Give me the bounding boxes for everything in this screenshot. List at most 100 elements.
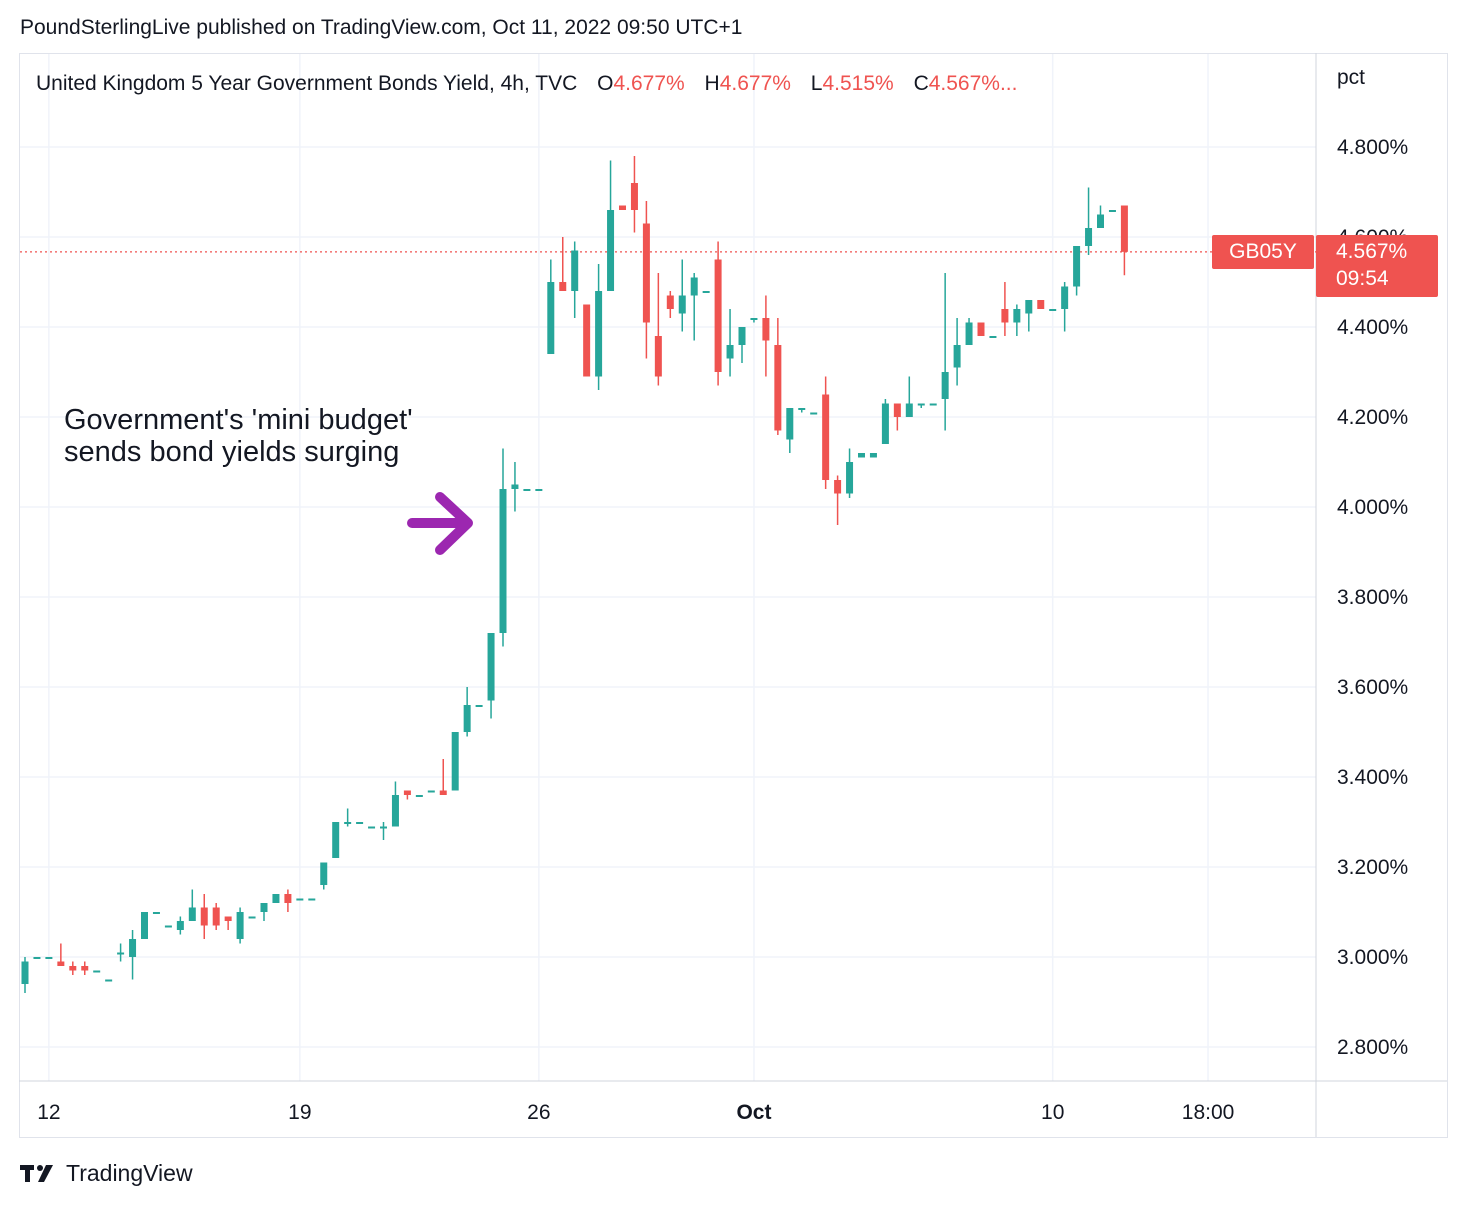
candle-body <box>200 907 208 926</box>
legend-close-value: 4.567%... <box>928 72 1018 95</box>
candle-body <box>57 961 65 966</box>
candle <box>642 201 650 359</box>
candle-body <box>272 894 280 903</box>
candle <box>272 894 280 903</box>
candle-body <box>630 183 638 210</box>
candle <box>965 318 973 345</box>
candle-body <box>451 732 459 791</box>
candle-body <box>858 453 865 458</box>
candle <box>296 898 304 901</box>
candle-body <box>1108 210 1116 212</box>
candle-body <box>236 912 244 939</box>
arrow-head <box>435 492 473 555</box>
candle <box>559 237 567 291</box>
time-tick-label: 19 <box>288 1101 311 1124</box>
candle-body <box>117 952 125 955</box>
candle-body <box>523 489 531 491</box>
candle-body <box>176 921 184 930</box>
candle-body <box>1085 228 1093 246</box>
footer: TradingView <box>20 1160 193 1187</box>
candle <box>1013 304 1021 336</box>
candle <box>1097 205 1104 228</box>
candle <box>1025 300 1033 332</box>
candle <box>176 916 184 935</box>
price-tick-label: 4.400% <box>1337 316 1408 339</box>
candle-body <box>750 318 758 320</box>
legend-open-label: O <box>597 72 614 95</box>
candle <box>105 979 113 982</box>
candle <box>81 961 89 975</box>
candle-body <box>595 291 603 377</box>
candle-body <box>1037 300 1045 309</box>
candle-body <box>499 489 507 633</box>
candle <box>188 889 196 921</box>
candle <box>427 790 435 793</box>
price-tick-label: 3.600% <box>1337 676 1408 699</box>
candle <box>141 912 148 939</box>
candle-body <box>762 318 770 341</box>
candle <box>630 156 638 233</box>
candle-body <box>714 259 722 372</box>
candle <box>57 943 65 966</box>
candle <box>905 376 913 417</box>
tradingview-logo-icon[interactable] <box>20 1163 58 1185</box>
candle-body <box>738 327 746 345</box>
candle-body <box>1013 309 1021 323</box>
candle <box>391 781 399 827</box>
candle <box>260 903 268 921</box>
candle-body <box>415 795 423 797</box>
candle-body <box>93 970 101 973</box>
candle <box>822 376 830 489</box>
candle <box>1073 246 1081 296</box>
candle <box>511 462 519 512</box>
candle-body <box>45 957 53 959</box>
candle <box>846 448 854 498</box>
candle <box>666 291 674 318</box>
candle <box>248 916 256 919</box>
candle-body <box>929 403 937 406</box>
candle-body <box>917 403 925 406</box>
candle <box>499 448 507 647</box>
candle-body <box>666 295 674 309</box>
candle <box>356 822 364 824</box>
annotation-line-2: sends bond yields surging <box>64 436 400 468</box>
legend-low-label: L <box>810 72 823 95</box>
time-tick-label: 26 <box>527 1101 550 1124</box>
candle-body <box>583 304 591 377</box>
candle-body <box>1001 309 1009 323</box>
candle-body <box>1097 214 1104 228</box>
price-tick-label: 3.200% <box>1337 856 1408 879</box>
candle <box>439 759 447 795</box>
candle <box>714 241 722 386</box>
candle-body <box>798 408 806 410</box>
candle-body <box>284 894 292 903</box>
candle-body <box>260 903 268 912</box>
candle-body <box>654 336 662 377</box>
candle <box>487 633 495 719</box>
candle <box>69 961 77 975</box>
candle-body <box>188 907 196 921</box>
candle-body <box>881 403 889 444</box>
candle <box>881 399 889 444</box>
tradingview-brand[interactable]: TradingView <box>66 1160 193 1186</box>
candle <box>1049 309 1057 311</box>
candle <box>798 408 806 413</box>
candle <box>284 889 292 912</box>
candle <box>129 930 137 980</box>
candle <box>893 403 901 431</box>
candle <box>224 916 232 930</box>
candle <box>1001 282 1009 336</box>
candle-body <box>391 795 399 827</box>
candle-body <box>1073 246 1081 287</box>
candle <box>368 826 376 829</box>
candle <box>619 205 626 210</box>
candle-body <box>427 790 435 793</box>
candle-body <box>344 822 352 824</box>
axis-borders <box>19 53 1447 1137</box>
price-tick-label: 4.200% <box>1337 406 1408 429</box>
candle <box>535 489 543 491</box>
publisher-header: PoundSterlingLive published on TradingVi… <box>20 16 743 39</box>
candle-body <box>1049 309 1057 311</box>
candle-body <box>846 462 854 494</box>
